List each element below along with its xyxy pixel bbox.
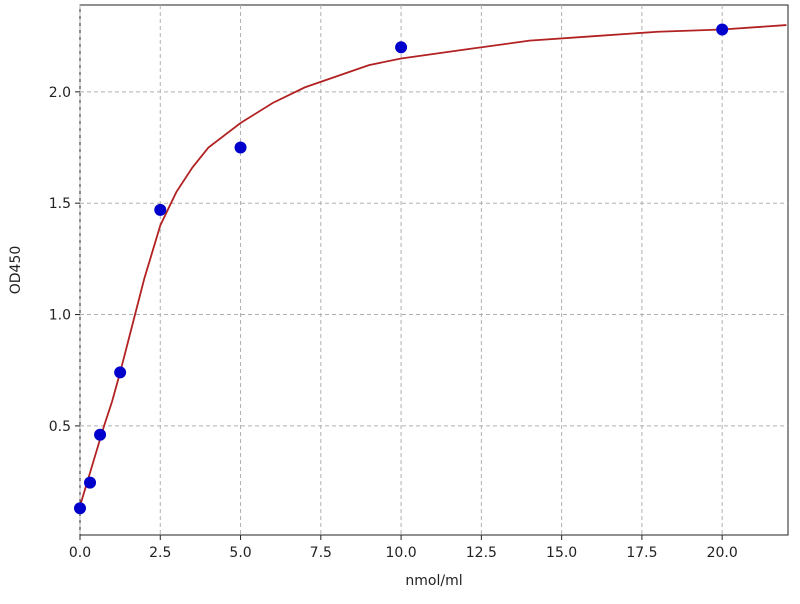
- y-tick-label: 2.0: [49, 85, 71, 101]
- y-tick-label: 1.5: [49, 196, 71, 212]
- x-axis-label: nmol/ml: [405, 573, 462, 589]
- x-tick-label: 17.5: [626, 545, 657, 561]
- x-tick-label: 10.0: [386, 545, 417, 561]
- x-tick-label: 0.0: [69, 545, 91, 561]
- x-tick-label: 2.5: [149, 545, 171, 561]
- plot-frame: [79, 4, 789, 536]
- data-point: [94, 428, 107, 441]
- x-tick-label: 7.5: [310, 545, 332, 561]
- data-point: [114, 366, 127, 379]
- x-tick-label: 12.5: [466, 545, 497, 561]
- data-point: [84, 476, 97, 489]
- data-point: [74, 502, 86, 515]
- data-point: [154, 203, 167, 216]
- x-tick-label: 20.0: [707, 545, 738, 561]
- fit-curve: [79, 24, 787, 507]
- y-tick-label: 1.0: [49, 308, 71, 324]
- y-tick-label: 0.5: [49, 419, 71, 435]
- data-point: [395, 41, 408, 54]
- data-point: [716, 23, 729, 36]
- data-point: [234, 141, 247, 154]
- x-tick-label: 15.0: [546, 545, 577, 561]
- y-axis-label: OD450: [8, 246, 24, 295]
- x-tick-label: 5.0: [229, 545, 251, 561]
